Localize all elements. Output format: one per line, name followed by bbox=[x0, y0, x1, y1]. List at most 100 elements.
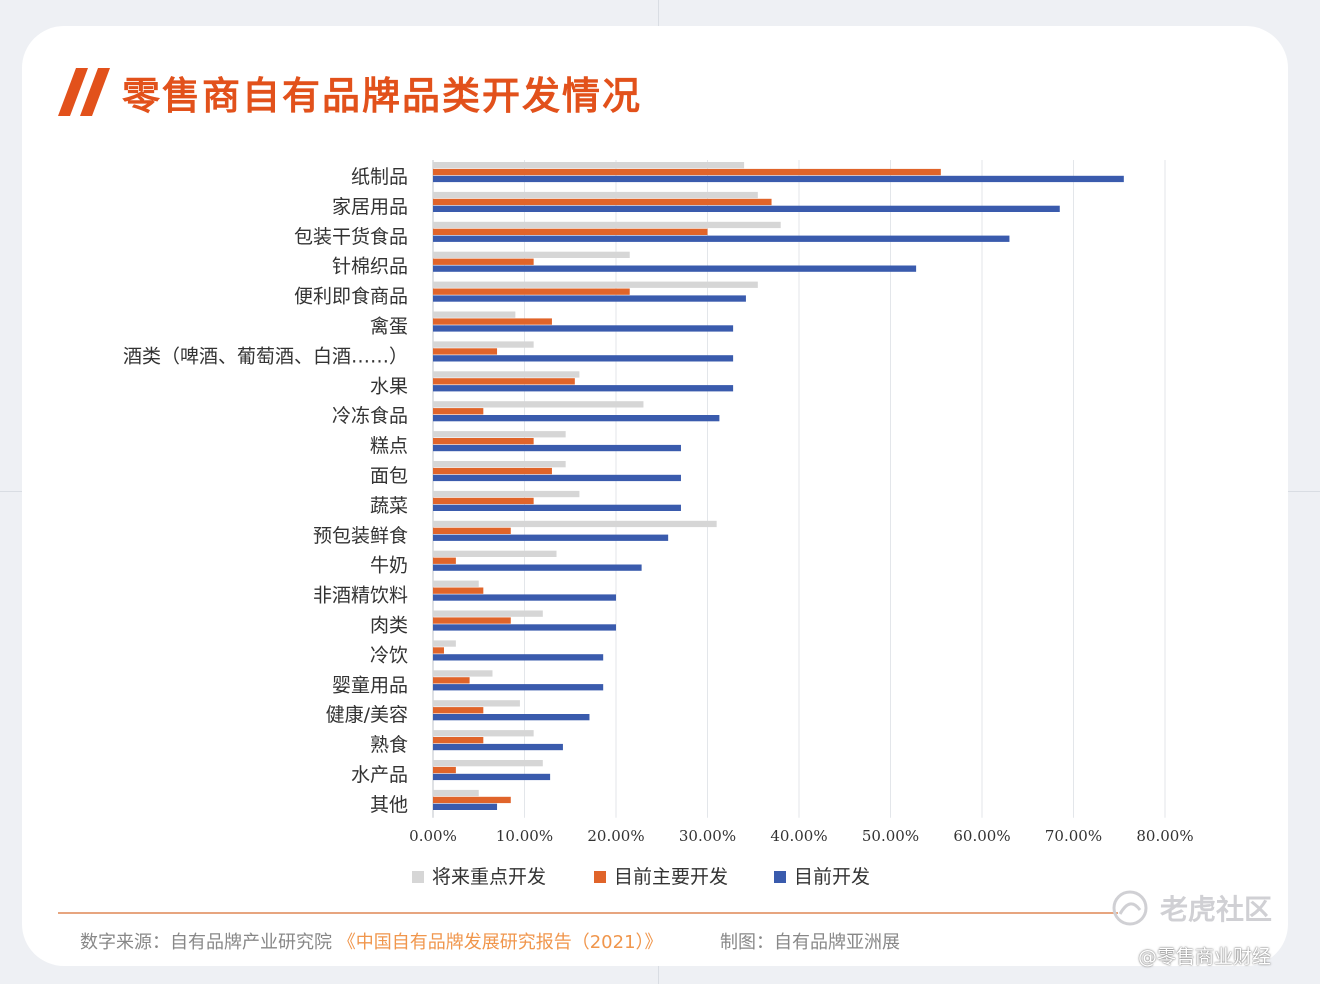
bar-current bbox=[433, 235, 1010, 242]
bar-future-focus bbox=[433, 640, 456, 647]
category-label: 牛奶 bbox=[370, 555, 408, 577]
category-label: 纸制品 bbox=[351, 166, 408, 188]
bar-future-focus bbox=[433, 550, 557, 557]
bar-current-main bbox=[433, 318, 552, 325]
bar-future-focus bbox=[433, 341, 534, 348]
x-tick-label: 50.00% bbox=[862, 827, 919, 845]
bar-current-main bbox=[433, 766, 456, 774]
bar-current bbox=[433, 803, 498, 810]
category-label: 家居用品 bbox=[332, 196, 408, 218]
bar-current bbox=[433, 773, 551, 781]
footer-divider bbox=[58, 912, 1118, 914]
category-label: 酒类（啤酒、葡萄酒、白酒……） bbox=[123, 345, 408, 367]
bar-current bbox=[433, 743, 563, 751]
bar-future-focus bbox=[433, 162, 745, 169]
bar-current-main bbox=[433, 438, 534, 445]
legend-label: 目前主要开发 bbox=[614, 866, 728, 888]
bar-current bbox=[433, 504, 681, 511]
chart-card bbox=[22, 26, 1288, 966]
bar-future-focus bbox=[433, 670, 493, 677]
category-label: 糕点 bbox=[370, 435, 408, 457]
x-tick-label: 0.00% bbox=[409, 827, 457, 845]
x-tick-label: 40.00% bbox=[770, 827, 827, 845]
x-tick-label: 80.00% bbox=[1136, 827, 1193, 845]
bar-future-focus bbox=[433, 730, 534, 737]
maker-label: 制图：自有品牌亚洲展 bbox=[720, 932, 901, 953]
bar-current bbox=[433, 654, 604, 661]
legend-swatch bbox=[594, 871, 606, 883]
bar-current bbox=[433, 714, 590, 721]
bar-current-main bbox=[433, 617, 511, 624]
bar-future-focus bbox=[433, 221, 781, 229]
bar-current-main bbox=[433, 527, 511, 534]
bar-future-focus bbox=[433, 281, 758, 288]
x-tick-label: 10.00% bbox=[496, 827, 553, 845]
legend-label: 目前开发 bbox=[794, 866, 870, 888]
source-label: 数字来源：自有品牌产业研究院 bbox=[80, 932, 332, 953]
bar-future-focus bbox=[433, 431, 566, 438]
bar-current-main bbox=[433, 168, 941, 176]
bar-current bbox=[433, 205, 1060, 212]
category-label: 便利即食商品 bbox=[294, 286, 408, 308]
bar-current-main bbox=[433, 258, 534, 265]
category-label: 面包 bbox=[370, 465, 408, 487]
category-label: 针棉织品 bbox=[332, 256, 408, 278]
bar-current bbox=[433, 175, 1124, 183]
bar-current bbox=[433, 534, 669, 541]
bar-current-main bbox=[433, 587, 484, 594]
bar-future-focus bbox=[433, 789, 479, 797]
bar-future-focus bbox=[433, 191, 758, 199]
bar-current-main bbox=[433, 348, 498, 355]
category-label: 其他 bbox=[370, 794, 408, 816]
bar-current-main bbox=[433, 497, 534, 505]
bar-current-main bbox=[433, 228, 708, 235]
bar-current bbox=[433, 444, 681, 452]
bar-current-main bbox=[433, 647, 444, 654]
footer: 数字来源：自有品牌产业研究院 《中国自有品牌发展研究报告（2021）》 制图：自… bbox=[80, 928, 900, 954]
bar-current-main bbox=[433, 737, 484, 744]
legend-label: 将来重点开发 bbox=[432, 866, 546, 888]
bar-current-main bbox=[433, 408, 484, 415]
report-title: 《中国自有品牌发展研究报告（2021）》 bbox=[337, 932, 663, 953]
x-tick-label: 60.00% bbox=[953, 827, 1010, 845]
category-label: 水果 bbox=[370, 375, 408, 397]
bar-future-focus bbox=[433, 461, 566, 468]
category-label: 冷冻食品 bbox=[332, 405, 408, 427]
category-label: 健康/美容 bbox=[326, 704, 408, 726]
watermark-author: @零售商业财经 bbox=[1138, 946, 1272, 968]
category-label: 非酒精饮料 bbox=[313, 585, 408, 607]
page-title: 零售商自有品牌品类开发情况 bbox=[122, 73, 643, 118]
x-tick-label: 20.00% bbox=[587, 827, 644, 845]
bar-current-main bbox=[433, 467, 552, 475]
bar-current bbox=[433, 415, 720, 422]
bar-current bbox=[433, 564, 642, 571]
category-label: 冷饮 bbox=[370, 644, 408, 666]
category-label: 蔬菜 bbox=[370, 495, 408, 517]
bar-current bbox=[433, 594, 616, 601]
bar-future-focus bbox=[433, 371, 580, 378]
bar-current bbox=[433, 355, 734, 362]
double-slash-icon bbox=[58, 68, 110, 116]
x-tick-label: 70.00% bbox=[1045, 827, 1102, 845]
bar-current bbox=[433, 474, 681, 482]
tiger-logo-icon bbox=[1112, 890, 1148, 926]
bar-current-main bbox=[433, 557, 456, 564]
category-label: 熟食 bbox=[370, 734, 408, 756]
bar-future-focus bbox=[433, 700, 520, 707]
category-label: 包装干货食品 bbox=[294, 226, 408, 248]
category-label: 预包装鲜食 bbox=[313, 525, 408, 547]
watermark-community: 老虎社区 bbox=[1160, 893, 1273, 926]
bar-current-main bbox=[433, 677, 470, 684]
bar-future-focus bbox=[433, 401, 644, 408]
bar-current bbox=[433, 624, 616, 631]
bar-future-focus bbox=[433, 610, 543, 617]
bar-current-main bbox=[433, 796, 511, 804]
legend-swatch bbox=[412, 871, 424, 883]
bar-future-focus bbox=[433, 580, 479, 587]
bar-future-focus bbox=[433, 490, 580, 498]
bar-current bbox=[433, 295, 746, 302]
bar-current bbox=[433, 385, 734, 392]
bar-current bbox=[433, 325, 734, 332]
bar-future-focus bbox=[433, 251, 630, 258]
bar-future-focus bbox=[433, 520, 717, 528]
